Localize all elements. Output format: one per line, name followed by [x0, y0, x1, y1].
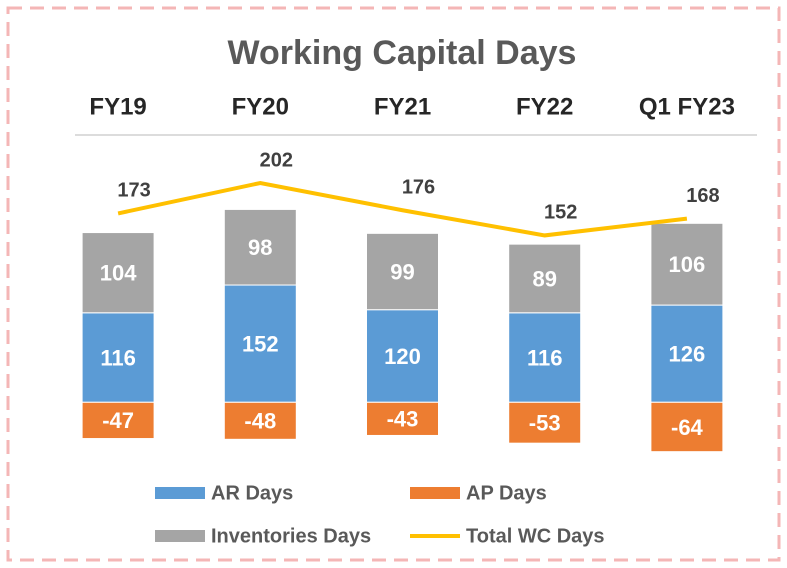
data-label: 98: [248, 235, 272, 260]
line-label: 168: [686, 185, 719, 207]
data-label: -47: [102, 408, 134, 433]
data-label: -48: [244, 409, 276, 434]
bar-segment: [508, 312, 582, 403]
data-label: 104: [100, 260, 137, 285]
data-label: 152: [242, 331, 279, 356]
legend-label: AR Days: [211, 482, 293, 504]
bar-segment: [508, 243, 582, 314]
data-label: 89: [532, 266, 556, 291]
data-label: 116: [100, 345, 136, 370]
bar-segment: [508, 401, 582, 444]
legend-swatch: [410, 487, 460, 499]
bar-segment: [81, 312, 155, 403]
bar-segment: [81, 401, 155, 440]
legend-label: Inventories Days: [211, 525, 371, 547]
bar-segment: [650, 222, 724, 306]
category-label: FY19: [89, 93, 146, 120]
category-label: FY21: [374, 93, 431, 120]
data-label: 120: [384, 344, 421, 369]
bar-segment: [223, 208, 297, 286]
data-label: 99: [390, 259, 414, 284]
category-label: FY22: [516, 93, 573, 120]
line-label: 152: [544, 202, 577, 224]
data-label: 116: [527, 345, 563, 370]
line-label: 176: [402, 177, 435, 199]
line-label: 202: [260, 149, 293, 171]
legend-swatch: [155, 530, 205, 542]
data-label: -53: [529, 411, 561, 436]
legend-label: Total WC Days: [466, 525, 605, 547]
category-label: FY20: [232, 93, 289, 120]
bar-segment: [223, 401, 297, 440]
bar-segment: [650, 304, 724, 403]
legend-label: AP Days: [466, 482, 547, 504]
bar-segment: [366, 401, 439, 436]
data-label: -64: [671, 415, 704, 440]
data-label: 106: [669, 252, 706, 277]
chart-title: Working Capital Days: [228, 34, 577, 72]
bar-segment: [366, 232, 439, 311]
category-label: Q1 FY23: [639, 93, 735, 120]
data-label: 126: [669, 341, 706, 366]
bar-segment: [366, 309, 439, 403]
bar-segment: [650, 401, 724, 453]
data-label: -43: [387, 407, 419, 432]
total-line: [117, 180, 688, 238]
line-label: 173: [117, 180, 150, 202]
legend-swatch: [155, 487, 205, 499]
bar-segment: [81, 232, 155, 314]
